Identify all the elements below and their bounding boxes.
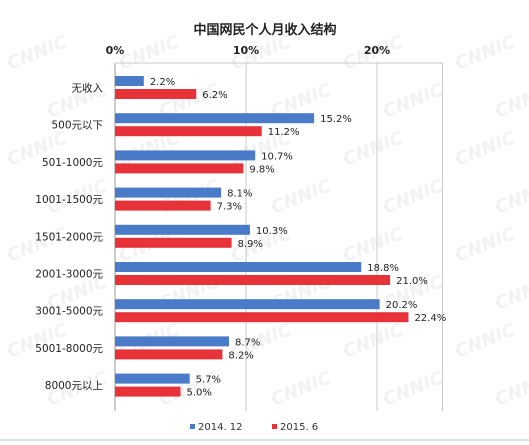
value-label: 10.3% — [256, 226, 288, 237]
watermark-text: CNNIC — [340, 319, 407, 362]
bar-2014-12 — [115, 150, 256, 161]
x-tick-label: 10% — [233, 44, 259, 57]
category-label: 1001-1500元 — [35, 194, 103, 206]
x-tick-label: 0% — [106, 44, 125, 57]
watermark-text: CNNIC — [4, 31, 71, 74]
value-label: 8.7% — [235, 337, 260, 348]
value-label: 5.0% — [187, 388, 212, 399]
watermark-text: CNNIC — [452, 31, 519, 74]
bars — [115, 76, 409, 397]
value-labels: 2.2% 6.2% 15.2% 11.2% 10.7% 9.8% 8.1% 7.3% 10.3%… — [150, 77, 446, 399]
legend-label: 2014. 12 — [198, 422, 243, 433]
bar-2015-6 — [115, 275, 391, 285]
value-label: 9.8% — [249, 164, 274, 175]
bar-2015-6 — [115, 89, 197, 99]
value-label: 2.2% — [150, 77, 175, 88]
bar-2014-12 — [115, 187, 222, 198]
watermark-text: CNNIC — [268, 175, 335, 218]
watermark-text: CNNIC — [492, 79, 529, 122]
x-tick-label: 20% — [364, 44, 390, 57]
watermark-text: CNNIC — [452, 319, 519, 362]
category-label: 5001-8000元 — [35, 343, 103, 355]
watermark-text: CNNIC — [452, 223, 519, 266]
category-label: 2001-3000元 — [35, 269, 103, 281]
watermark-text: CNNIC — [380, 367, 447, 410]
bar-2015-6 — [115, 312, 409, 323]
category-label: 1501-2000元 — [35, 231, 103, 243]
category-label: 8000元以上 — [45, 380, 103, 392]
bar-2015-6 — [115, 200, 211, 211]
watermark-text: CNNIC — [380, 175, 447, 218]
bar-2014-12 — [115, 76, 144, 86]
bar-2014-12 — [115, 299, 380, 310]
category-label: 3001-5000元 — [35, 306, 103, 318]
category-label: 501-1000元 — [42, 157, 104, 169]
legend: 2014. 12 2015. 6 — [190, 422, 318, 433]
value-label: 8.9% — [238, 239, 263, 250]
value-label: 10.7% — [261, 151, 293, 162]
bar-2015-6 — [115, 163, 244, 174]
value-label: 15.2% — [320, 114, 352, 125]
watermark-text: CNNIC — [4, 223, 71, 266]
category-labels: 无收入 500元以下 501-1000元 1001-1500元 1501-2000元 20… — [35, 82, 103, 393]
watermark-text: CNNIC — [452, 127, 519, 170]
chart-title: 中国网民个人月收入结构 — [193, 22, 336, 38]
legend-label: 2015. 6 — [280, 422, 318, 433]
bar-2015-6 — [115, 237, 232, 248]
watermark-text: CNNIC — [492, 367, 529, 410]
value-label: 18.8% — [367, 263, 399, 274]
bar-2015-6 — [115, 349, 223, 360]
watermark-text: CNNIC — [4, 319, 71, 362]
bar-2015-6 — [115, 386, 181, 397]
watermark-text: CNNIC — [492, 175, 529, 218]
bar-2014-12 — [115, 224, 250, 235]
watermark-text: CNNIC — [268, 367, 335, 410]
x-axis-ticks: 0% 10% 20% — [106, 44, 391, 57]
watermark-text: CNNIC — [340, 127, 407, 170]
value-label: 20.2% — [386, 300, 418, 311]
bar-2014-12 — [115, 336, 229, 347]
value-label: 7.3% — [217, 202, 242, 213]
value-label: 8.2% — [228, 350, 253, 361]
value-label: 21.0% — [396, 276, 428, 287]
category-label: 500元以下 — [51, 120, 103, 132]
bar-2015-6 — [115, 126, 262, 137]
value-label: 6.2% — [202, 90, 227, 101]
watermark-text: CNNIC — [492, 271, 529, 314]
value-label: 11.2% — [268, 127, 300, 138]
value-label: 22.4% — [414, 313, 446, 324]
legend-swatch-2014-12 — [190, 424, 195, 429]
bar-2014-12 — [115, 262, 362, 272]
watermark-text: CNNIC — [380, 79, 447, 122]
value-label: 8.1% — [227, 189, 252, 200]
value-label: 5.7% — [196, 375, 221, 386]
watermark-text: CNNIC — [116, 31, 183, 74]
bar-2014-12 — [115, 113, 315, 124]
category-label: 无收入 — [72, 82, 104, 95]
watermark-text: CNNIC — [340, 223, 407, 266]
legend-swatch-2015-6 — [272, 424, 277, 429]
bar-2014-12 — [115, 373, 190, 384]
